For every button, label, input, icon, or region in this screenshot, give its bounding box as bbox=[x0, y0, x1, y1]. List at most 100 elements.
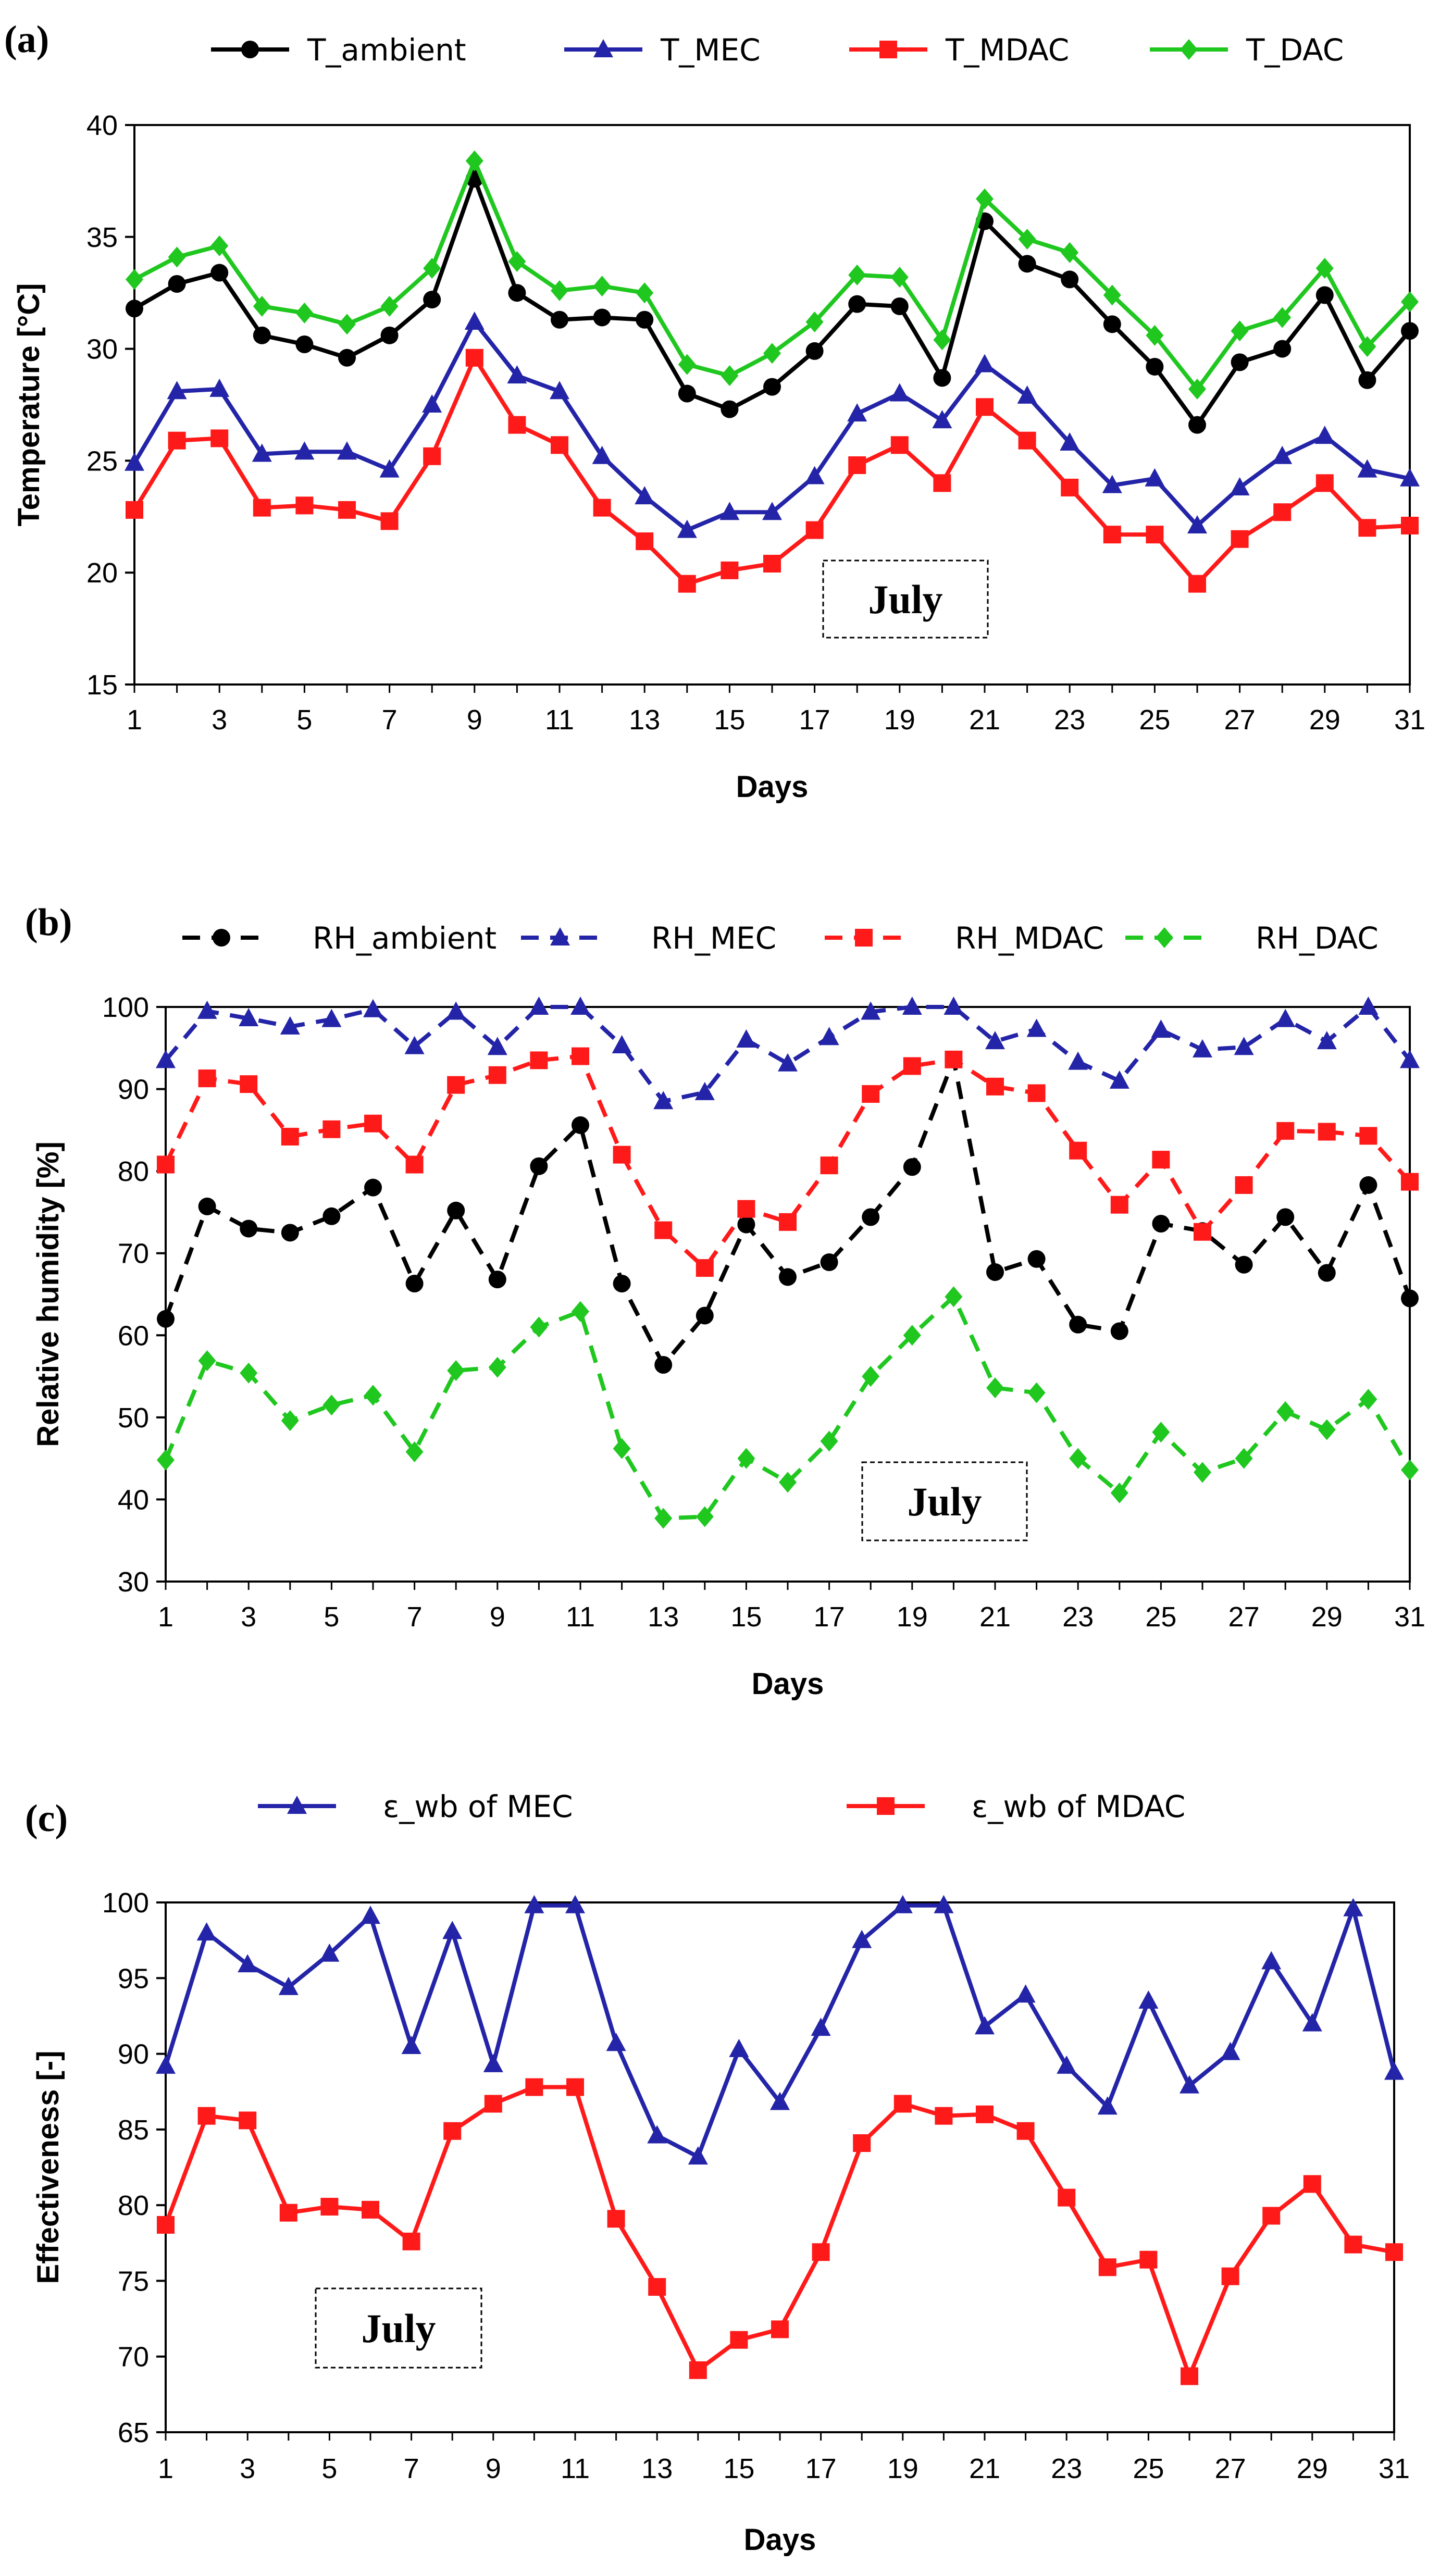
data-point bbox=[737, 1448, 755, 1469]
legend-label: RH_MDAC bbox=[955, 920, 1104, 956]
data-point bbox=[805, 342, 824, 360]
data-point bbox=[654, 1221, 673, 1239]
data-point bbox=[279, 2204, 297, 2222]
data-point bbox=[508, 284, 526, 302]
data-point bbox=[168, 275, 186, 293]
data-point bbox=[1262, 2207, 1281, 2225]
data-point bbox=[1235, 1255, 1253, 1274]
data-point bbox=[210, 264, 229, 282]
data-point bbox=[763, 343, 781, 364]
data-point bbox=[1235, 1176, 1253, 1194]
data-point bbox=[1358, 997, 1379, 1015]
data-point bbox=[380, 326, 399, 344]
data-point bbox=[1343, 1898, 1363, 1917]
data-point bbox=[1401, 322, 1419, 340]
plot-frame bbox=[133, 124, 1411, 686]
data-point bbox=[1152, 1214, 1170, 1233]
data-point bbox=[210, 429, 229, 447]
legend-marker bbox=[879, 41, 897, 58]
data-point bbox=[508, 251, 526, 272]
x-tick-label: 15 bbox=[714, 704, 745, 736]
data-point bbox=[322, 1207, 341, 1225]
data-point bbox=[861, 1001, 881, 1020]
x-tick-label: 19 bbox=[887, 2453, 918, 2484]
data-point bbox=[1359, 1176, 1377, 1194]
y-axis-title: Effectiveness [-] bbox=[31, 2050, 65, 2284]
data-point bbox=[976, 398, 994, 416]
data-point bbox=[1097, 2096, 1118, 2115]
data-point bbox=[484, 2095, 502, 2113]
data-point bbox=[338, 349, 356, 367]
legend-label: ε_wb of MDAC bbox=[972, 1789, 1185, 1824]
data-point bbox=[1273, 503, 1292, 521]
data-point bbox=[488, 1271, 506, 1289]
data-point bbox=[157, 2216, 175, 2234]
data-point bbox=[1359, 1127, 1377, 1145]
data-point bbox=[612, 1035, 632, 1054]
data-point bbox=[1110, 1322, 1128, 1340]
data-point bbox=[443, 2122, 462, 2140]
data-point bbox=[1146, 357, 1164, 376]
data-point bbox=[986, 1377, 1004, 1399]
y-tick-label: 75 bbox=[118, 2266, 149, 2297]
data-point bbox=[295, 496, 314, 515]
data-point bbox=[1273, 307, 1292, 328]
x-tick-label: 11 bbox=[561, 2453, 590, 2484]
x-axis-title: Days bbox=[752, 1667, 824, 1701]
data-point bbox=[446, 1001, 466, 1020]
data-point bbox=[678, 575, 696, 593]
data-point bbox=[1400, 1050, 1420, 1068]
data-point bbox=[401, 2036, 421, 2055]
data-point bbox=[1187, 515, 1207, 533]
data-point bbox=[1103, 526, 1121, 544]
data-point bbox=[126, 300, 143, 318]
series-line bbox=[164, 1057, 1412, 1367]
data-point bbox=[1401, 516, 1419, 534]
data-point bbox=[530, 1316, 548, 1338]
legend-marker bbox=[1156, 927, 1173, 948]
data-point bbox=[1018, 431, 1036, 450]
data-point bbox=[294, 441, 315, 460]
data-point bbox=[1220, 2042, 1240, 2060]
data-point bbox=[240, 1075, 258, 1093]
x-tick-label: 13 bbox=[629, 704, 660, 736]
data-point bbox=[423, 257, 441, 279]
data-point bbox=[405, 1155, 424, 1174]
data-point bbox=[852, 1930, 872, 1948]
legend-label: T_MDAC bbox=[945, 32, 1069, 68]
x-tick-label: 29 bbox=[1311, 1601, 1343, 1633]
data-point bbox=[239, 1008, 259, 1027]
data-point bbox=[1315, 257, 1334, 279]
series-RH_ambient bbox=[157, 1050, 1419, 1374]
data-point bbox=[156, 2055, 176, 2074]
data-point bbox=[572, 1116, 589, 1134]
data-point bbox=[653, 1091, 674, 1110]
x-tick-label: 19 bbox=[884, 704, 915, 736]
data-point bbox=[779, 1472, 797, 1493]
data-point bbox=[737, 1200, 755, 1218]
data-point bbox=[1358, 371, 1376, 389]
y-tick-label: 15 bbox=[86, 669, 118, 701]
data-point bbox=[295, 335, 314, 354]
data-point bbox=[363, 999, 383, 1017]
data-point bbox=[239, 2111, 257, 2130]
legend-label: RH_DAC bbox=[1256, 920, 1379, 956]
data-point bbox=[364, 1114, 382, 1133]
data-point bbox=[593, 499, 611, 517]
x-tick-label: 17 bbox=[814, 1601, 845, 1633]
data-point bbox=[566, 2078, 584, 2096]
x-tick-label: 17 bbox=[805, 2453, 837, 2484]
data-point bbox=[404, 1036, 425, 1054]
x-tick-label: 9 bbox=[467, 704, 482, 736]
data-point bbox=[1276, 1401, 1295, 1422]
annotation-label: July bbox=[907, 1479, 982, 1524]
data-point bbox=[1018, 229, 1036, 250]
data-point bbox=[1401, 291, 1419, 313]
data-point bbox=[763, 378, 781, 396]
legend-marker bbox=[287, 1796, 307, 1814]
data-point bbox=[240, 1362, 258, 1384]
x-tick-label: 27 bbox=[1215, 2453, 1246, 2484]
series-RH_MEC bbox=[156, 997, 1420, 1110]
y-tick-label: 65 bbox=[118, 2417, 149, 2448]
data-point bbox=[986, 1263, 1004, 1281]
